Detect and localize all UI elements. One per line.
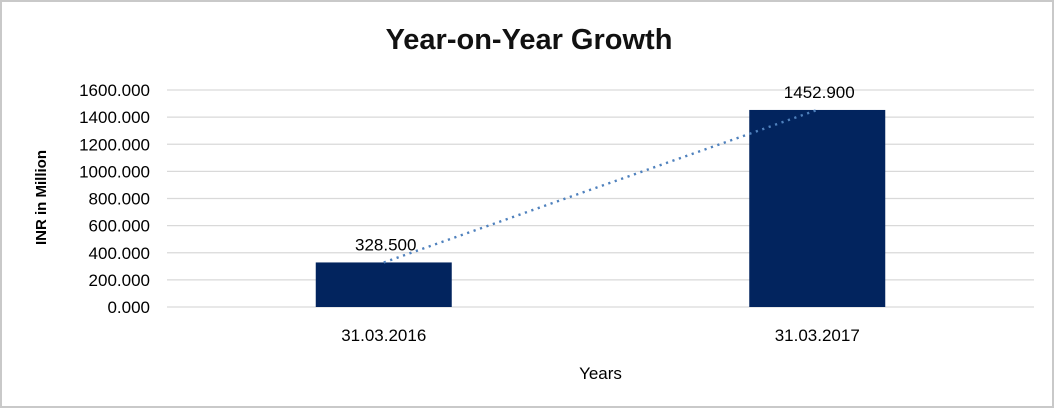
bar-data-label: 328.500	[355, 235, 416, 254]
y-tick-label: 400.000	[89, 244, 150, 263]
x-category-label: 31.03.2016	[341, 326, 426, 345]
chart-title: Year-on-Year Growth	[385, 24, 673, 56]
x-axis-title: Years	[579, 364, 622, 383]
bar	[315, 262, 452, 307]
y-tick-label: 0.000	[107, 298, 150, 317]
y-tick-label: 800.000	[89, 190, 150, 209]
y-tick-label: 1200.000	[79, 135, 150, 154]
bar-data-label: 1452.900	[784, 83, 855, 102]
y-tick-label: 1400.000	[79, 108, 150, 127]
x-category-label: 31.03.2017	[775, 326, 860, 345]
y-tick-label: 1000.000	[79, 162, 150, 181]
bar	[749, 109, 886, 307]
y-tick-label: 200.000	[89, 271, 150, 290]
y-tick-label: 1600.000	[79, 81, 150, 100]
y-tick-label: 600.000	[89, 217, 150, 236]
trendline	[383, 108, 818, 264]
